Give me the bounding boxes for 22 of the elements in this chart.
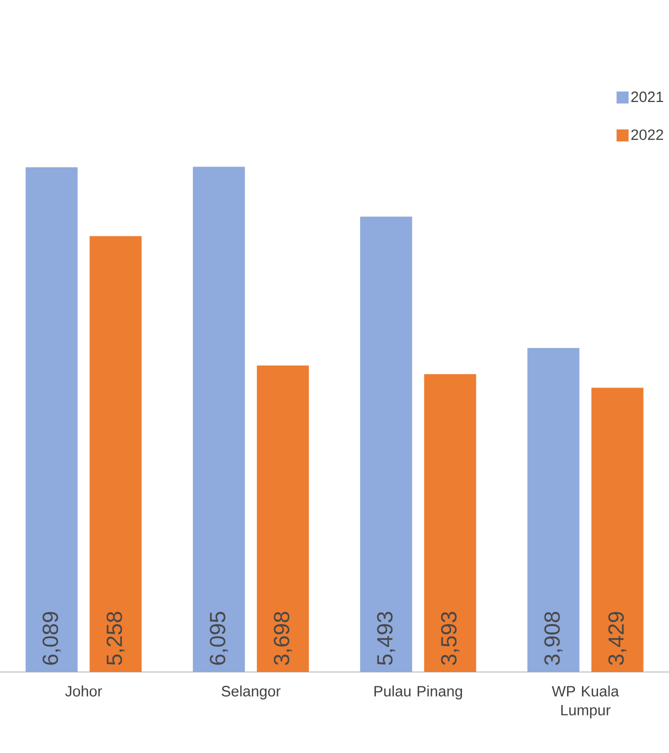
x-tick-label: Pulau Pinang xyxy=(374,686,462,700)
bar xyxy=(192,166,245,672)
data-label: 5,493 xyxy=(377,612,396,665)
x-tick-label: Selangor xyxy=(222,686,281,700)
data-label: 6,095 xyxy=(210,612,228,665)
bar xyxy=(591,388,644,672)
data-label: 3,908 xyxy=(544,612,562,665)
data-label: 3,429 xyxy=(608,612,626,665)
bar xyxy=(256,365,309,672)
x-tick-label: Johor xyxy=(65,686,102,696)
bar xyxy=(424,374,476,672)
data-label: 5,258 xyxy=(106,612,125,665)
bar xyxy=(527,348,580,672)
legend-label: 2022 xyxy=(631,129,664,140)
bar xyxy=(90,236,142,672)
bar xyxy=(26,167,78,672)
data-label: 6,089 xyxy=(42,612,61,665)
data-label: 3,698 xyxy=(274,612,292,665)
x-tick-label: WP Kuala Lumpur xyxy=(552,686,620,718)
data-label: 3,593 xyxy=(441,612,460,665)
bar xyxy=(360,216,412,672)
legend-label: 2021 xyxy=(631,92,664,102)
